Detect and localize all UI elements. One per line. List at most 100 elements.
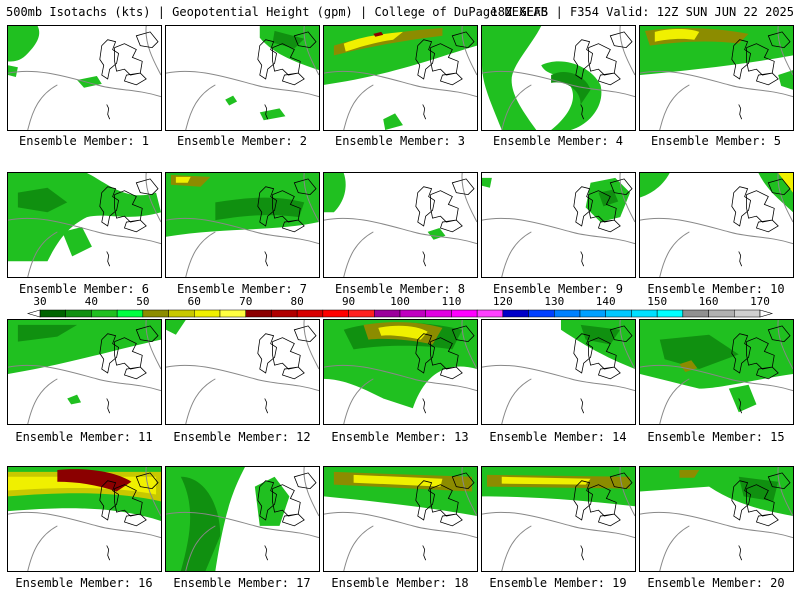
colorbar-end-arrow — [759, 309, 774, 318]
great-lakes-outline — [573, 325, 633, 380]
geopotential-height-contour — [8, 467, 161, 571]
ensemble-map-panel — [481, 466, 636, 572]
coastline-outline — [106, 545, 111, 561]
isotach-shading — [679, 360, 698, 372]
colorbar-swatch — [271, 309, 298, 318]
colorbar-tick-label: 40 — [84, 295, 99, 308]
geopotential-height-contour — [166, 467, 319, 571]
isotach-map — [8, 320, 161, 424]
colorbar-swatch — [194, 309, 221, 318]
ensemble-member-label: Ensemble Member: 6 — [18, 282, 150, 296]
great-lakes-outline — [257, 325, 317, 380]
geopotential-height-contour — [324, 173, 477, 277]
colorbar-swatch — [605, 309, 632, 318]
ensemble-member-label: Ensemble Member: 20 — [647, 576, 785, 590]
geopotential-height-contour — [640, 467, 793, 571]
ensemble-member-label: Ensemble Member: 9 — [492, 282, 624, 296]
isotach-map — [166, 467, 319, 571]
coastline-outline — [106, 398, 111, 414]
isotach-shading — [501, 476, 591, 485]
isotach-map — [324, 467, 477, 571]
colorbar-tick-label: 110 — [441, 295, 462, 308]
isotach-shading — [482, 177, 492, 188]
colorbar-swatch — [554, 309, 581, 318]
coastline-outline — [106, 104, 111, 120]
ensemble-member-label: Ensemble Member: 8 — [334, 282, 466, 296]
coastline-outline — [422, 398, 427, 414]
colorbar-tick-label: 120 — [492, 295, 513, 308]
isotach-shading — [57, 469, 132, 492]
colorbar-scale — [26, 309, 774, 318]
colorbar-tick-label: 80 — [290, 295, 304, 308]
geopotential-height-contour — [166, 173, 319, 277]
great-lakes-outline — [257, 472, 317, 527]
ensemble-map-panel — [165, 319, 320, 425]
coastline-outline — [264, 104, 269, 120]
isotach-shading — [333, 27, 443, 56]
colorbar-end-arrow — [26, 309, 41, 318]
isotach-shading — [17, 187, 68, 213]
geopotential-height-contour — [8, 320, 161, 424]
isotach-shading — [758, 173, 793, 213]
colorbar-tick-label: 170 — [750, 295, 770, 308]
ensemble-member-label: Ensemble Member: 5 — [650, 134, 782, 148]
geopotential-height-contour — [8, 26, 161, 130]
coastline-outline — [738, 398, 743, 414]
colorbar-tick-label: 140 — [595, 295, 616, 308]
isotach-shading — [324, 173, 346, 213]
isotach-map — [8, 26, 161, 130]
map-title: 500mb Isotachs (kts) | Geopotential Heig… — [6, 5, 548, 19]
ensemble-map-panel — [323, 25, 478, 131]
isotach-shading — [378, 325, 428, 340]
isotach-map — [482, 320, 635, 424]
colorbar-swatch — [502, 309, 529, 318]
coastline-outline — [580, 251, 585, 267]
great-lakes-outline — [731, 325, 791, 380]
colorbar-swatch — [322, 309, 349, 318]
colorbar-swatch — [399, 309, 426, 318]
isotach-shading — [175, 176, 191, 183]
colorbar-swatch — [245, 309, 272, 318]
isotach-map — [640, 320, 793, 424]
coastline-outline — [422, 104, 427, 120]
coastline-outline — [738, 545, 743, 561]
colorbar-swatch — [142, 309, 169, 318]
coastline-outline — [264, 545, 269, 561]
isotach-shading — [679, 469, 700, 478]
isotach-shading — [254, 476, 290, 526]
geopotential-height-contour — [324, 320, 477, 424]
colorbar-swatch — [39, 309, 66, 318]
ensemble-map-panel — [481, 25, 636, 131]
ensemble-member-label: Ensemble Member: 11 — [15, 430, 153, 444]
isotach-colorbar: 30 40 50 60 70 80 90 100 110 120 130 140 150 160 170 — [0, 296, 800, 320]
geopotential-height-contour — [324, 467, 477, 571]
ensemble-map-panel — [7, 25, 162, 131]
ensemble-member-label: Ensemble Member: 13 — [331, 430, 469, 444]
ensemble-member-label: Ensemble Member: 16 — [15, 576, 153, 590]
isotach-map — [324, 26, 477, 130]
map-title-bar: 500mb Isotachs (kts) | Geopotential Heig… — [6, 4, 794, 20]
great-lakes-outline — [573, 178, 633, 233]
isotach-shading — [8, 26, 40, 62]
isotach-shading — [166, 320, 186, 335]
great-lakes-outline — [415, 325, 475, 380]
ensemble-map-panel — [639, 172, 794, 278]
ensemble-map-panel — [165, 25, 320, 131]
great-lakes-outline — [257, 31, 317, 86]
ensemble-map-panel — [323, 172, 478, 278]
colorbar-swatch — [296, 309, 324, 318]
great-lakes-outline — [99, 472, 159, 527]
ensemble-member-label: Ensemble Member: 2 — [176, 134, 308, 148]
ensemble-member-label: Ensemble Member: 1 — [18, 134, 150, 148]
coastline-outline — [580, 398, 585, 414]
ensemble-map-panel — [323, 466, 478, 572]
great-lakes-outline — [731, 31, 791, 86]
ensemble-map-panel — [481, 319, 636, 425]
colorbar-swatch — [579, 309, 606, 318]
isotach-shading — [659, 334, 739, 370]
colorbar-tick-label: 100 — [390, 295, 410, 308]
isotach-shading — [482, 26, 542, 130]
geopotential-height-contour — [640, 26, 793, 130]
isotach-map — [166, 173, 319, 277]
ensemble-member-label: Ensemble Member: 3 — [334, 134, 466, 148]
